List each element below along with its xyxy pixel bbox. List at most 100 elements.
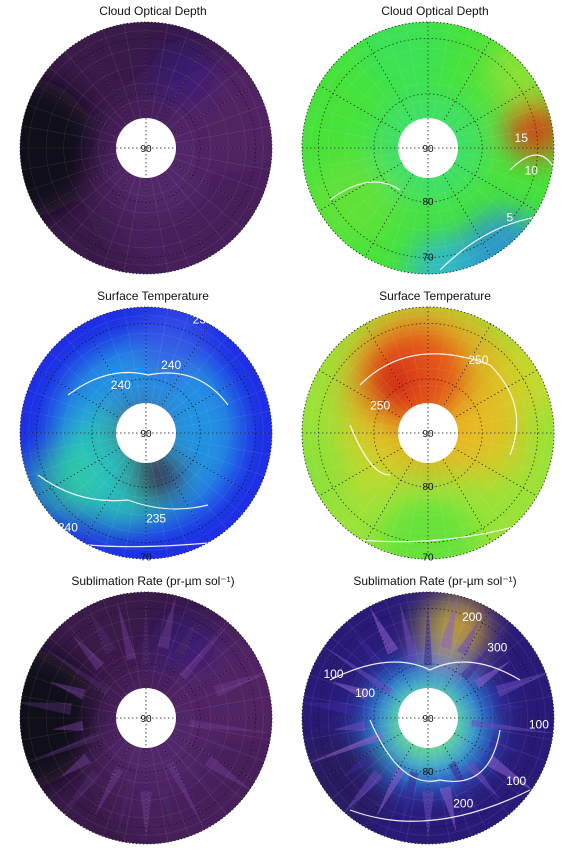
panel-title: Cloud Optical Depth xyxy=(381,4,489,18)
spike-region xyxy=(439,786,457,832)
center-label: 90 xyxy=(422,714,434,725)
spike-region xyxy=(117,601,137,661)
spike-region xyxy=(495,671,552,698)
spike-region xyxy=(174,620,198,657)
spike-region xyxy=(59,753,92,778)
color-region xyxy=(152,40,216,104)
spike-region xyxy=(183,761,219,800)
pole-hole xyxy=(398,118,458,178)
spike-region xyxy=(489,736,521,754)
spike-region xyxy=(20,702,72,715)
contour-line xyxy=(37,474,209,510)
contour-label: 10 xyxy=(525,164,539,178)
grid-parallel xyxy=(91,663,201,773)
grid-parallel xyxy=(35,607,257,829)
spike-region xyxy=(375,766,406,819)
contour-label: 240 xyxy=(58,521,78,535)
spike-region xyxy=(214,704,244,716)
spike-region xyxy=(342,769,384,815)
contour-label: 245 xyxy=(531,504,551,518)
spike-region xyxy=(399,601,419,661)
spike-region xyxy=(333,720,366,731)
contour-line xyxy=(369,719,501,782)
spike-region xyxy=(213,671,270,698)
panel-cloud-optical-depth-left: Cloud Optical Depth 90 xyxy=(8,0,298,285)
panel-surface-temperature-left: Surface Temperature 90 70 235 240 240 235 240 2… xyxy=(8,285,298,570)
grid-parallel xyxy=(317,322,539,544)
panel-cloud-optical-depth-right: Cloud Optical Depth 90 80 70 15 10 5 xyxy=(290,0,580,285)
plot-rim xyxy=(301,21,555,275)
panel-title: Cloud Optical Depth xyxy=(99,4,207,18)
pole-hole xyxy=(398,688,458,748)
ring-line xyxy=(327,47,529,249)
color-region xyxy=(377,496,479,559)
contour-line xyxy=(329,181,401,201)
ring-label: 80 xyxy=(422,197,434,208)
spike-region xyxy=(369,607,399,655)
spike-region xyxy=(353,633,387,671)
color-region xyxy=(302,433,359,509)
spike-region xyxy=(341,753,374,778)
spike-region xyxy=(60,769,102,815)
color-region xyxy=(130,449,187,505)
contour-line xyxy=(509,154,554,171)
spike-region xyxy=(456,620,480,657)
contour-line xyxy=(67,372,229,406)
ring-label: 70 xyxy=(422,553,434,564)
ring-line xyxy=(45,617,247,819)
polar-plot: 90 80 70 15 10 5 xyxy=(301,21,555,275)
spike-region xyxy=(422,791,434,840)
spike-region xyxy=(166,761,206,831)
spike-region xyxy=(448,761,488,831)
pole-hole xyxy=(116,403,176,463)
plot-rim xyxy=(19,21,273,275)
contour-label: 300 xyxy=(487,640,507,654)
ring-line xyxy=(327,332,529,534)
spike-region xyxy=(302,702,354,715)
grid-parallel xyxy=(35,322,257,544)
polar-plot: 90 80 70 250 250 245 xyxy=(301,306,555,564)
pole-hole xyxy=(116,688,176,748)
ring-line xyxy=(45,47,247,249)
spike-region xyxy=(87,607,117,655)
spike-region xyxy=(140,791,152,840)
center-label: 90 xyxy=(422,429,434,440)
spike-region xyxy=(465,761,501,800)
spike-region xyxy=(460,620,515,681)
ring-line xyxy=(327,617,529,819)
panel-title: Sublimation Rate (pr-µm sol⁻¹) xyxy=(353,574,517,588)
pole-hole xyxy=(116,118,176,178)
spike-region xyxy=(116,771,137,839)
color-region xyxy=(491,338,554,415)
contour-line xyxy=(359,353,518,456)
color-region xyxy=(20,648,96,788)
color-region xyxy=(20,78,96,218)
ring-line xyxy=(45,332,247,534)
ring-label: 80 xyxy=(422,482,434,493)
spike-region xyxy=(486,755,536,793)
spike-region xyxy=(39,644,111,696)
contour-label: 100 xyxy=(323,667,343,681)
plot-rim xyxy=(19,306,273,560)
contour-line xyxy=(349,424,391,476)
panel-title: Surface Temperature xyxy=(379,289,491,303)
contour-line xyxy=(329,661,521,681)
spike-region xyxy=(71,633,105,671)
color-region xyxy=(409,236,473,274)
contour-label: 100 xyxy=(355,686,375,700)
polar-plot: 90 70 235 240 240 235 240 235 xyxy=(19,306,273,564)
contour-label: 100 xyxy=(506,774,526,788)
contour-label: 15 xyxy=(515,131,529,145)
contour-label: 200 xyxy=(453,797,473,811)
grid-parallel xyxy=(373,378,483,488)
contour-label: 235 xyxy=(193,313,213,327)
panel-sublimation-rate-right: Sublimation Rate (pr-µm sol⁻¹) 90 80 200 30… xyxy=(290,570,580,855)
spike-region xyxy=(398,771,419,839)
contour-label: 235 xyxy=(205,542,225,556)
pole-hole xyxy=(398,403,458,463)
contour-label: 100 xyxy=(529,717,549,731)
spike-region xyxy=(51,720,84,731)
grid-parallel xyxy=(91,378,201,488)
ring-label: 70 xyxy=(422,253,434,264)
panel-title: Sublimation Rate (pr-µm sol⁻¹) xyxy=(71,574,235,588)
